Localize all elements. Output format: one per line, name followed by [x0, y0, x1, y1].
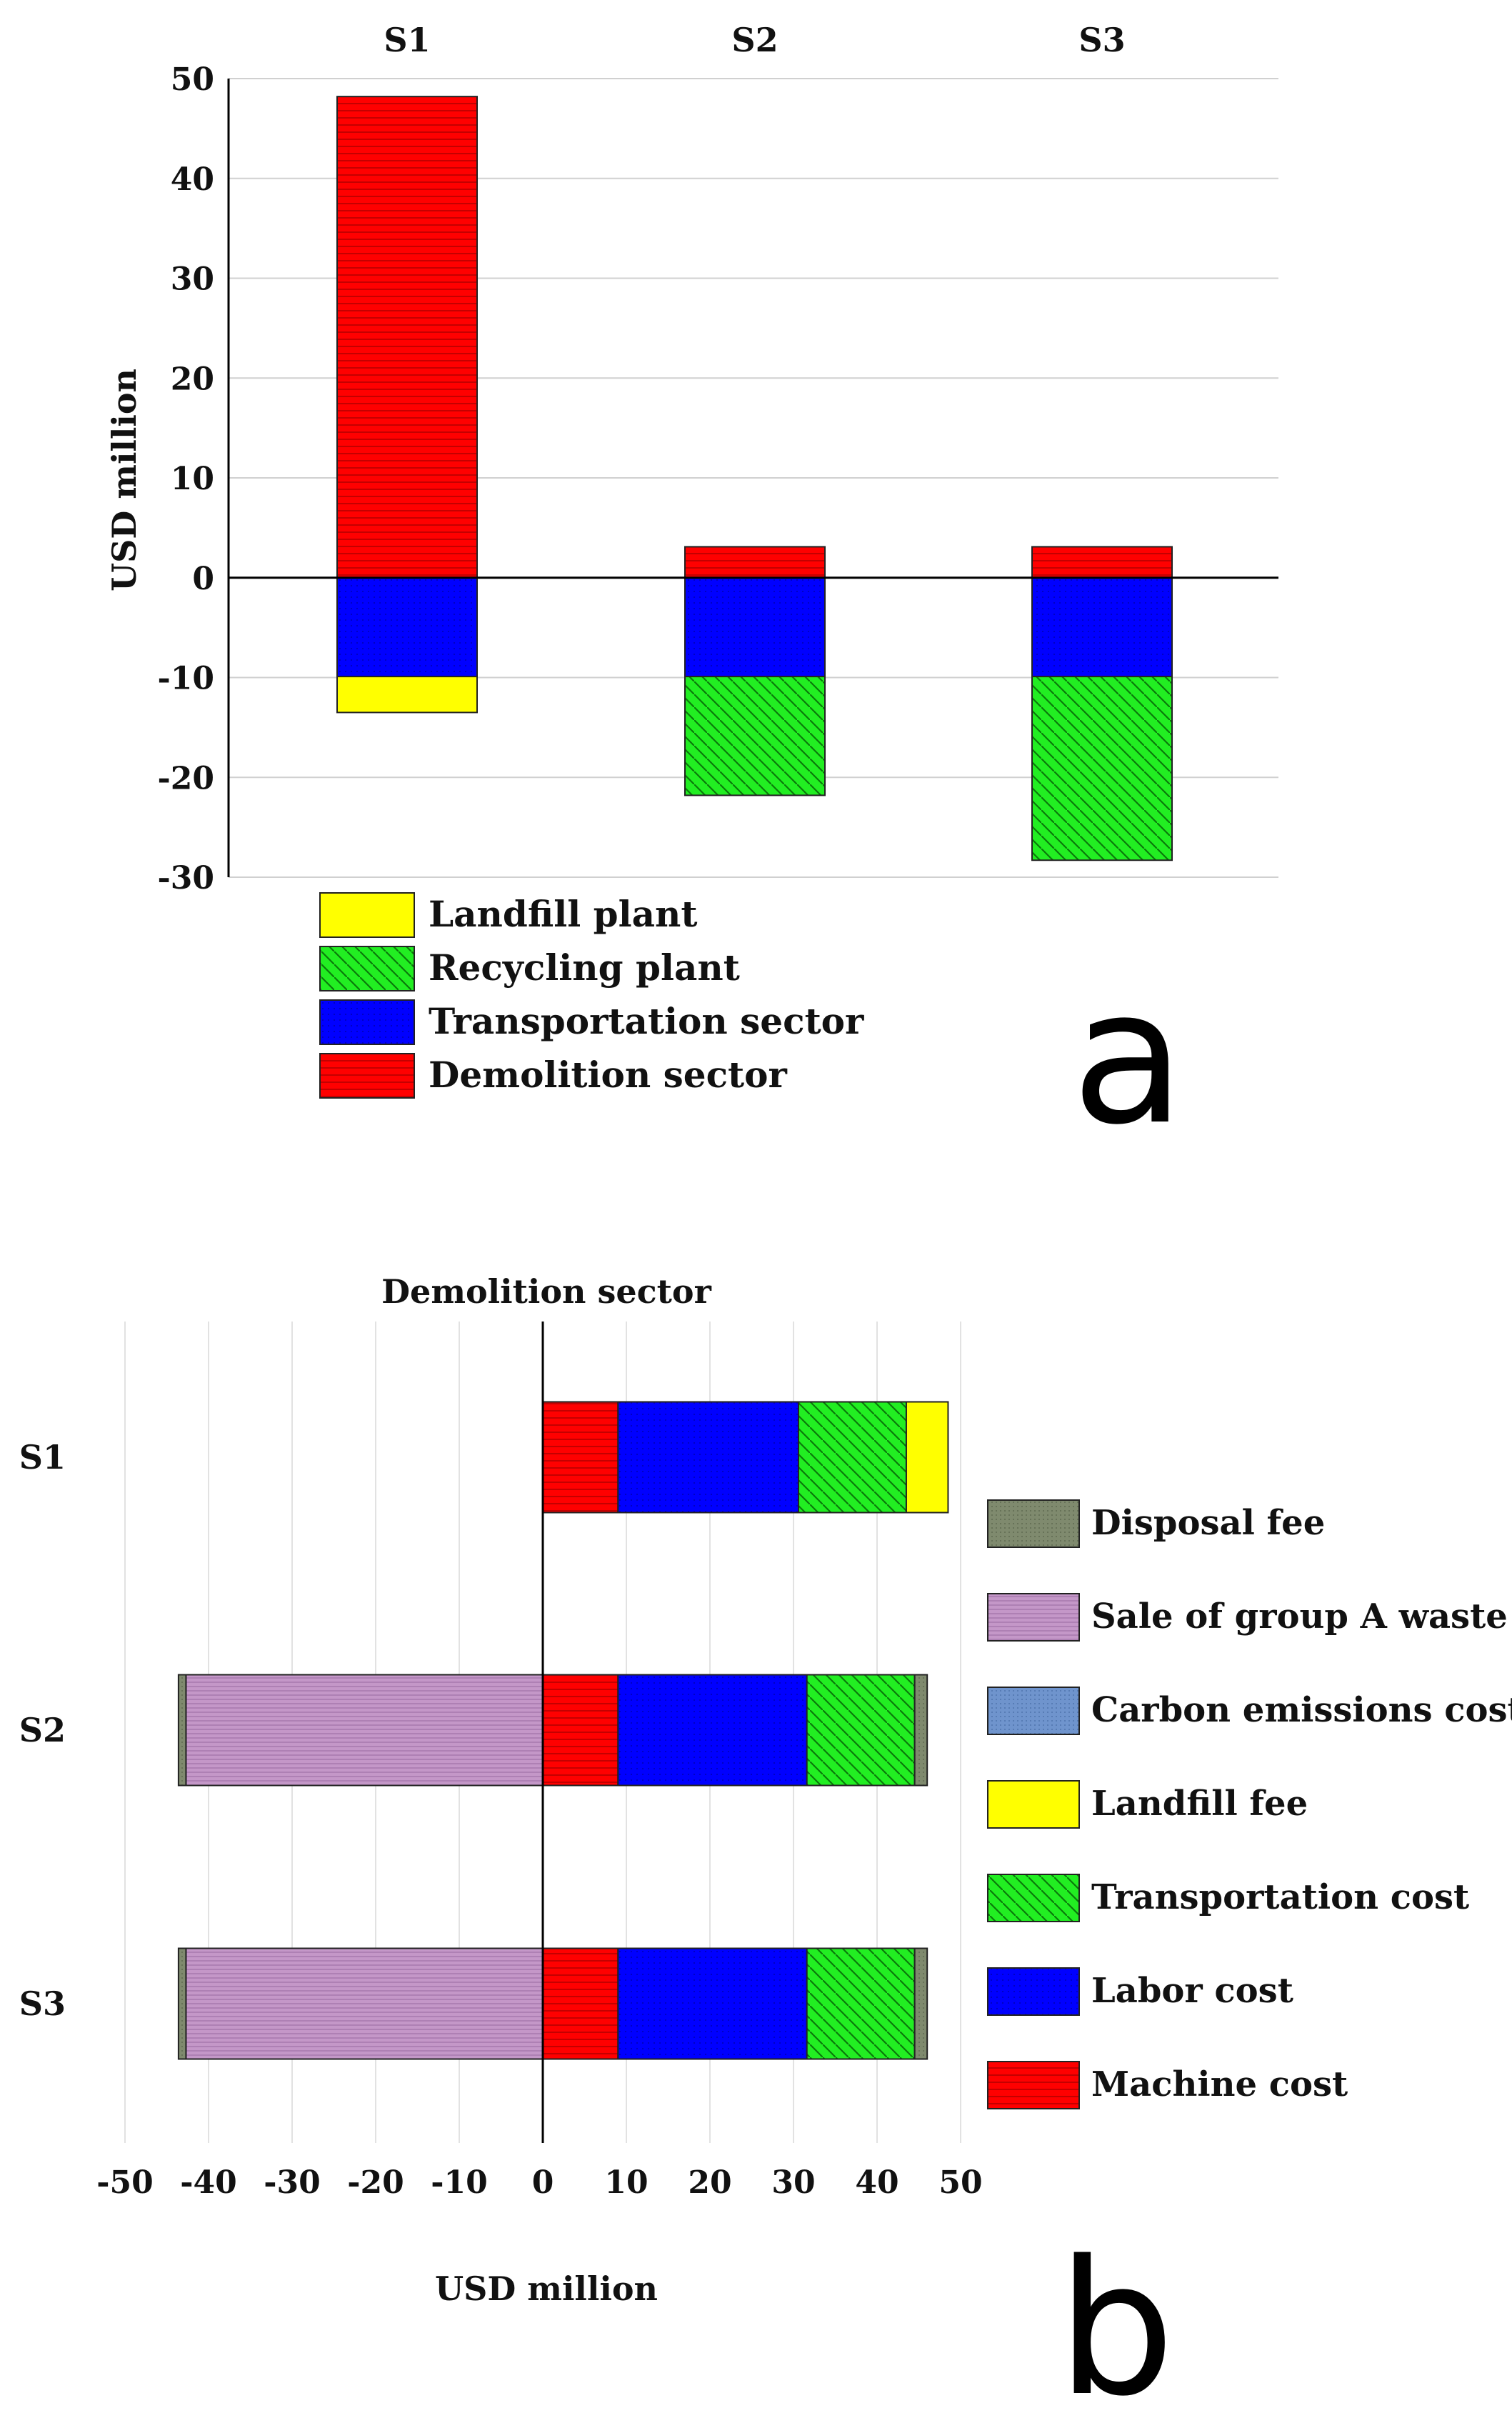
a-legend-label: Transportation sector — [429, 1000, 864, 1042]
b-bar-disposal — [913, 1947, 928, 2060]
b-legend-label: Sale of group A waste — [1091, 1597, 1508, 1637]
b-chart-title: Demolition sector — [381, 1272, 711, 1311]
a-category-label: S1 — [384, 21, 430, 59]
b-x-tick-label: -10 — [431, 2164, 488, 2201]
b-x-axis-label: USD million — [435, 2269, 658, 2308]
b-bar-machine — [542, 1674, 619, 1787]
a-legend-swatch — [319, 1053, 415, 1099]
b-bar-machine — [542, 1947, 619, 2060]
a-bar-landfill — [336, 676, 478, 714]
a-bar-transportation — [336, 576, 478, 678]
b-bar-transport_cost — [798, 1401, 907, 1514]
b-category-label: S2 — [19, 1711, 66, 1749]
b-bar-sale_a — [185, 1947, 544, 2060]
b-bar-labor — [617, 1947, 808, 2060]
b-legend-swatch — [987, 1687, 1080, 1735]
a-y-axis-label: USD million — [105, 369, 144, 591]
b-bar-labor — [617, 1401, 800, 1514]
a-y-tick-labels: 50 40 30 20 10 0 -10 -20 -30 — [158, 61, 215, 896]
a-bar-demolition — [336, 96, 478, 579]
b-legend-swatch — [987, 2061, 1080, 2109]
a-legend-label: Landfill plant — [429, 893, 697, 935]
b-legend-label: Carbon emissions cost — [1091, 1690, 1512, 1730]
a-legend-swatch — [319, 999, 415, 1045]
b-bar-labor — [617, 1674, 808, 1787]
b-legend-swatch — [987, 1967, 1080, 2016]
b-x-tick-label: 40 — [855, 2164, 898, 2201]
a-category-label: S2 — [731, 21, 778, 59]
b-x-tick-label: -20 — [347, 2164, 404, 2201]
b-x-tick-labels: -50 -40 -30 -20 -10 0 10 20 30 40 50 — [96, 2164, 982, 2201]
a-bars — [336, 96, 1173, 861]
b-bars — [177, 1401, 949, 2060]
a-y-tick-label: 0 — [192, 561, 214, 597]
b-legend-swatch — [987, 1593, 1080, 1642]
b-legend-label: Disposal fee — [1091, 1503, 1325, 1543]
a-y-tick-label: -30 — [158, 860, 215, 896]
a-y-tick-label: -20 — [158, 760, 215, 796]
a-bar-transportation — [684, 576, 826, 678]
b-x-tick-label: 20 — [688, 2164, 731, 2201]
a-bar-transportation — [1031, 576, 1173, 678]
b-legend-swatch — [987, 1780, 1080, 1829]
b-x-tick-label: 30 — [771, 2164, 815, 2201]
b-x-tick-label: 0 — [532, 2164, 554, 2201]
b-legend-swatch — [987, 1499, 1080, 1548]
a-bar-recycling — [1031, 676, 1173, 861]
b-legend-label: Machine cost — [1091, 2064, 1348, 2104]
b-bar-machine — [542, 1401, 619, 1514]
b-x-tick-label: -30 — [264, 2164, 321, 2201]
a-legend: Landfill plant Recycling plant Transportat… — [319, 892, 864, 1099]
a-legend-swatch — [319, 946, 415, 991]
b-legend: Disposal fee Sale of group A waste Carbon … — [987, 1499, 1512, 2109]
panel-label-b: b — [1057, 2222, 1175, 2413]
b-bar-landfill_fee — [905, 1401, 949, 1514]
b-legend-label: Labor cost — [1091, 1971, 1293, 2011]
b-bar-disposal — [913, 1674, 928, 1787]
b-bar-transport_cost — [806, 1674, 916, 1787]
a-y-tick-label: 40 — [171, 161, 214, 198]
a-y-tick-label: 20 — [171, 361, 214, 397]
b-bar-disposal — [177, 1674, 187, 1787]
a-legend-label: Recycling plant — [429, 946, 740, 989]
a-legend-swatch — [319, 892, 415, 938]
a-y-tick-label: -10 — [158, 661, 215, 697]
a-bar-demolition — [684, 546, 826, 579]
b-category-labels: S1 S2 S3 — [19, 1438, 66, 2023]
a-legend-label: Demolition sector — [429, 1054, 787, 1096]
b-legend-swatch — [987, 1874, 1080, 1922]
b-legend-label: Transportation cost — [1091, 1877, 1469, 1917]
a-category-label: S3 — [1078, 21, 1125, 59]
a-bar-demolition — [1031, 546, 1173, 579]
panel-label-a: a — [1071, 950, 1185, 1166]
b-legend-label: Landfill fee — [1091, 1784, 1308, 1824]
b-bar-sale_a — [185, 1674, 544, 1787]
a-bar-recycling — [684, 676, 826, 796]
b-bar-transport_cost — [806, 1947, 916, 2060]
b-x-tick-label: 50 — [938, 2164, 982, 2201]
a-y-tick-label: 10 — [171, 461, 214, 497]
b-x-tick-label: -40 — [180, 2164, 237, 2201]
a-y-tick-label: 50 — [171, 61, 214, 98]
a-y-tick-label: 30 — [171, 261, 214, 298]
b-category-label: S3 — [19, 1984, 66, 2023]
b-x-tick-label: 10 — [604, 2164, 648, 2201]
b-x-tick-label: -50 — [96, 2164, 154, 2201]
b-category-label: S1 — [19, 1438, 66, 1477]
b-bar-disposal — [177, 1947, 187, 2060]
panel-b: Demolition sector -50 -40 -30 -20 -10 0 10 20 30… — [19, 1272, 1512, 2413]
a-category-labels: S1 S2 S3 — [384, 21, 1125, 59]
